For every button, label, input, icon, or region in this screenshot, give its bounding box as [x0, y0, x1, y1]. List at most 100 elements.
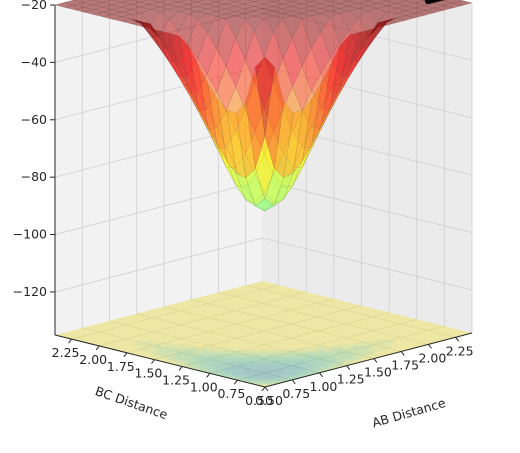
- contour-cell: [256, 295, 269, 299]
- contour-cell: [402, 317, 414, 321]
- contour-cell: [361, 324, 374, 328]
- contour-cell: [373, 318, 385, 322]
- contour-cell: [107, 328, 119, 332]
- contour-cell: [142, 340, 154, 344]
- contour-cell: [321, 341, 334, 344]
- contour-cell: [374, 354, 386, 357]
- contour-cell: [211, 331, 223, 335]
- contour-cell: [240, 320, 252, 324]
- contour-cell: [297, 308, 310, 312]
- contour-cell: [309, 305, 321, 309]
- contour-cell: [89, 330, 102, 334]
- contour-cell: [425, 340, 438, 344]
- contour-cell: [159, 338, 171, 342]
- contour-cell: [216, 320, 229, 324]
- surface-facet: [244, 15, 265, 32]
- contour-cell: [142, 352, 154, 356]
- contour-cell: [210, 298, 222, 302]
- contour-cell: [187, 307, 200, 311]
- contour-cell: [379, 331, 391, 335]
- contour-cell: [147, 309, 159, 313]
- contour-cell: [344, 338, 357, 341]
- contour-cell: [245, 301, 257, 305]
- contour-cell: [268, 310, 281, 314]
- contour-cell: [199, 331, 212, 335]
- contour-cell: [216, 312, 229, 316]
- contour-cell: [95, 331, 108, 335]
- contour-cell: [309, 320, 322, 324]
- contour-cell: [124, 321, 136, 325]
- contour-cell: [402, 325, 414, 329]
- contour-cell: [193, 329, 206, 333]
- contour-cell: [252, 341, 264, 345]
- contour-cell: [280, 301, 292, 305]
- contour-cell: [228, 309, 240, 313]
- contour-cell: [356, 332, 368, 335]
- y-tick-mark: [178, 366, 183, 371]
- contour-cell: [252, 338, 264, 342]
- contour-cell: [176, 313, 188, 317]
- contour-cell: [223, 343, 235, 346]
- contour-cell: [165, 346, 177, 350]
- contour-cell: [251, 309, 263, 312]
- contour-cell: [135, 318, 148, 322]
- surface-facet: [121, 9, 141, 15]
- contour-cell: [367, 329, 380, 332]
- contour-cell: [274, 314, 287, 318]
- contour-cell: [158, 312, 171, 316]
- contour-cell: [89, 333, 102, 337]
- contour-cell: [252, 344, 264, 348]
- contour-cell: [264, 367, 277, 371]
- contour-cell: [309, 326, 322, 330]
- contour-cell: [256, 298, 269, 302]
- contour-cell: [268, 301, 280, 305]
- contour-cell: [239, 285, 251, 289]
- contour-cell: [147, 336, 160, 339]
- contour-cell: [291, 307, 304, 311]
- contour-cell: [327, 339, 339, 343]
- contour-cell: [228, 338, 241, 342]
- contour-cell: [228, 306, 240, 310]
- contour-cell: [78, 330, 90, 334]
- surface-facet: [169, 53, 189, 94]
- contour-cell: [355, 311, 368, 315]
- contour-cell: [233, 298, 246, 302]
- contour-cell: [287, 373, 300, 377]
- gridline-y-floor: [182, 312, 390, 367]
- contour-cell: [373, 336, 386, 340]
- contour-cell: [262, 291, 274, 295]
- contour-cell: [106, 325, 119, 329]
- contour-cell: [170, 306, 182, 310]
- contour-cell: [211, 340, 224, 344]
- contour-cell: [281, 366, 294, 370]
- contour-cell: [259, 381, 271, 385]
- contour-cell: [177, 346, 189, 350]
- contour-cell: [273, 288, 286, 292]
- contour-cell: [241, 365, 253, 368]
- contour-cell: [205, 329, 218, 333]
- contour-cell: [66, 333, 79, 337]
- contour-cell: [454, 330, 467, 334]
- contour-cell: [136, 341, 148, 345]
- contour-cell: [309, 335, 322, 339]
- contour-cell: [332, 305, 344, 309]
- contour-cell: [258, 351, 270, 355]
- x-tick-mark: [346, 365, 351, 370]
- contour-cell: [229, 347, 241, 351]
- contour-cell: [286, 329, 299, 333]
- contour-cell: [322, 358, 334, 362]
- contour-cell: [240, 341, 253, 345]
- contour-cell: [135, 312, 148, 316]
- contour-cell: [292, 322, 304, 325]
- contour-cell: [233, 307, 246, 311]
- contour-cell: [250, 285, 263, 289]
- contour-cell: [315, 339, 328, 343]
- surface-facet: [168, 11, 189, 32]
- contour-cell: [419, 327, 432, 331]
- contour-cell: [297, 317, 310, 321]
- contour-cell: [233, 289, 245, 293]
- contour-cell: [159, 327, 171, 331]
- contour-cell: [246, 339, 258, 343]
- surface-facet: [206, 6, 227, 12]
- contour-cell: [170, 318, 182, 322]
